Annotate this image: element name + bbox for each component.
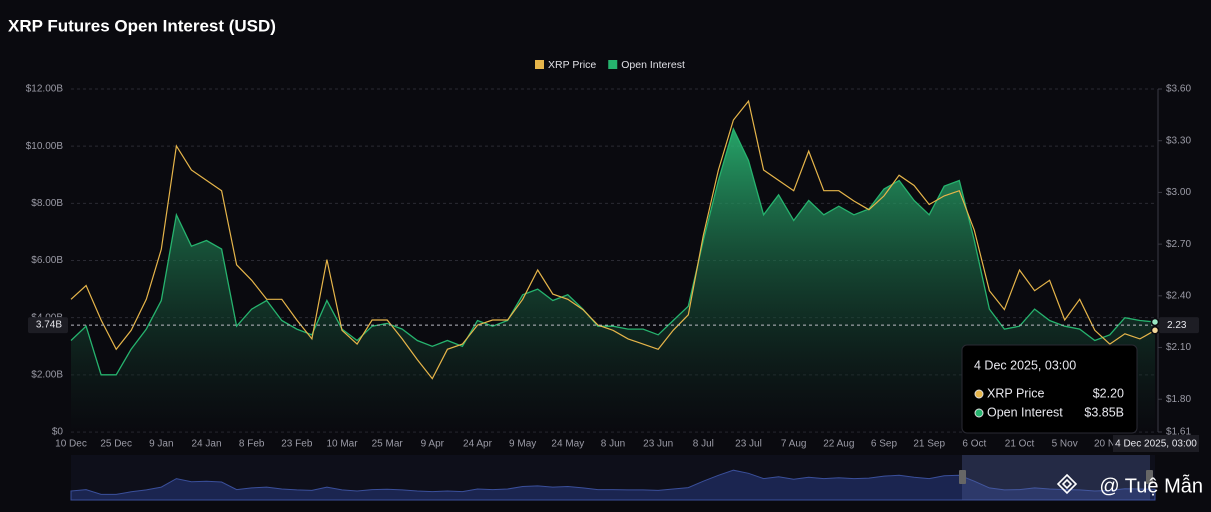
watermark-logo (1056, 473, 1078, 495)
x-tick-label: 23 Jul (735, 439, 762, 450)
y-tick-label: $12.00B (26, 84, 64, 95)
x-crosshair-box (1113, 435, 1199, 452)
y2-tick-label: $1.80 (1166, 394, 1191, 405)
x-tick-label: 25 Dec (100, 439, 132, 450)
x-tick-label: 10 Mar (326, 439, 358, 450)
x-tick-label: 9 May (509, 439, 536, 450)
x-tick-label: 9 Apr (421, 439, 445, 450)
x-tick-label: 10 Dec (55, 439, 87, 450)
legend-swatch (608, 60, 618, 69)
oi-line (70, 127, 1156, 376)
x-tick-label: 5 Nov (1052, 439, 1078, 450)
y2-tick-label: $3.30 (1166, 135, 1191, 146)
x-tick-label: 24 Apr (463, 439, 493, 450)
tooltip-box (961, 344, 1138, 434)
crosshair-label: 3.74B (36, 320, 62, 331)
x-tick-label: 24 Jan (191, 439, 221, 450)
price-marker (1150, 326, 1160, 335)
price-line (70, 99, 1156, 380)
x-tick-label: 21 Oct (1005, 439, 1035, 450)
oi-area (71, 129, 1155, 432)
tooltip-value: $3.85B (1084, 405, 1124, 419)
oi-marker (1150, 317, 1160, 327)
x-tick-label: 20 Nov (1094, 439, 1126, 450)
y2-tick-label: $3.00 (1166, 187, 1191, 198)
x-tick-label: 24 May (551, 439, 584, 450)
x-tick-label: 23 Feb (281, 439, 313, 450)
x-tick-label: 9 Jan (149, 439, 173, 450)
navigator-area (70, 469, 1156, 501)
navigator-selection (962, 455, 1150, 500)
y-tick-label: $6.00B (31, 255, 63, 266)
y-tick-label: $0 (52, 427, 64, 438)
x-tick-label: 21 Sep (913, 439, 945, 450)
watermark: @ Tuệ Mẫn (1099, 474, 1203, 497)
x-tick-label: 25 Mar (372, 439, 404, 450)
legend-swatch (535, 60, 544, 69)
y-tick-label: $10.00B (26, 141, 64, 152)
x-tick-label: 7 Aug (781, 439, 807, 450)
tooltip-dot (974, 408, 984, 418)
navigator-handle[interactable] (1146, 470, 1153, 484)
y2-tick-label: $3.60 (1166, 84, 1191, 95)
navigator-handle[interactable] (959, 470, 966, 484)
tooltip-name: XRP Price (987, 386, 1044, 400)
x-tick-label: 22 Aug (823, 439, 854, 450)
x-tick-label: 6 Sep (871, 439, 898, 450)
x-crosshair-label: 4 Dec 2025, 03:00 (1115, 439, 1197, 450)
crosshair-label-box (28, 317, 68, 334)
tooltip-title: 4 Dec 2025, 03:00 (974, 358, 1076, 372)
x-tick-label: 8 Feb (239, 439, 265, 450)
x-tick-label: 8 Jun (601, 439, 625, 450)
crosshair-y2-label: 2.23 (1167, 320, 1187, 331)
tooltip-value: $2.20 (1093, 386, 1124, 400)
y-tick-label: $2.00B (31, 369, 63, 380)
legend-label: Open Interest (621, 59, 685, 71)
y2-tick-label: $2.40 (1166, 290, 1191, 301)
y2-tick-label: $2.70 (1166, 239, 1191, 250)
x-tick-label: 23 Jun (643, 439, 673, 450)
chart-title: XRP Futures Open Interest (USD) (8, 16, 276, 35)
legend-label: XRP Price (548, 59, 596, 71)
tooltip-dot (974, 389, 984, 399)
y2-tick-label: $1.61 (1166, 427, 1191, 438)
x-tick-label: 6 Oct (962, 439, 986, 450)
x-tick-label: 8 Jul (693, 439, 714, 450)
crosshair-y2-label-box (1159, 317, 1199, 334)
y-tick-label: $8.00B (31, 198, 63, 209)
y2-tick-label: $2.10 (1166, 342, 1191, 353)
tooltip-name: Open Interest (987, 405, 1063, 419)
